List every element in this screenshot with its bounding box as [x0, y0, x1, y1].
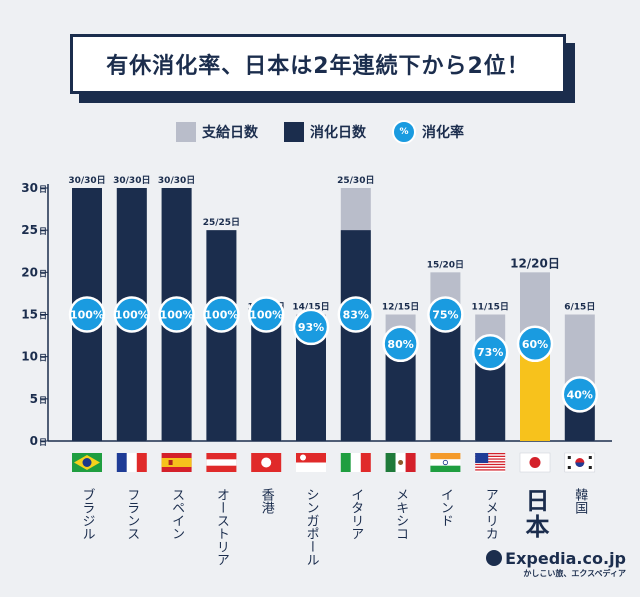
- rate-label: 100%: [160, 309, 194, 322]
- legend-rate: % 消化率: [392, 120, 464, 144]
- rate-label: 93%: [298, 321, 324, 334]
- y-tick-unit: 日: [39, 227, 47, 236]
- y-tick-unit: 日: [39, 269, 47, 278]
- legend: 支給日数 消化日数 % 消化率: [0, 120, 640, 144]
- legend-used-label: 消化日数: [310, 125, 366, 141]
- japan-flag-icon: [519, 452, 551, 473]
- legend-rate-label: 消化率: [422, 125, 464, 141]
- used-bar: [430, 314, 461, 441]
- rate-circle: [427, 296, 464, 333]
- y-tick-label: 5: [30, 392, 38, 406]
- bar-top-label: 12/20日: [510, 256, 560, 270]
- rate-label: 40%: [567, 388, 593, 401]
- bar-top-label: 11/15日: [472, 302, 509, 313]
- country-label: 香港: [259, 488, 275, 514]
- country-label: シンガポール: [304, 488, 319, 566]
- legend-rate-icon: %: [392, 120, 416, 144]
- rate-label: 100%: [249, 309, 283, 322]
- brand: Expedia.co.jp かしこい旅、エクスペディア: [486, 549, 626, 579]
- spain-flag-icon: [161, 453, 192, 472]
- y-tick-label: 10: [21, 350, 38, 364]
- y-tick-label: 25: [21, 223, 38, 237]
- brand-name: Expedia.co.jp: [486, 549, 626, 568]
- brand-tagline: かしこい旅、エクスペディア: [523, 569, 626, 578]
- hongkong-flag-icon: [251, 453, 282, 472]
- rate-circle: [471, 333, 509, 371]
- legend-granted-swatch: [176, 122, 196, 142]
- country-label: インド: [438, 488, 453, 527]
- chart-title: 有休消化率、日本は2年連続下から2位！: [106, 54, 530, 79]
- legend-used-swatch: [284, 122, 304, 142]
- country-label: フランス: [124, 488, 139, 540]
- bar-top-label: 15/20日: [427, 259, 464, 270]
- title-box: 有休消化率、日本は2年連続下から2位！: [70, 34, 575, 103]
- bar-top-label: 6/15日: [564, 302, 595, 313]
- y-tick-label: 20: [21, 265, 38, 279]
- usa-flag-icon: [475, 453, 506, 472]
- france-flag-icon: [116, 453, 147, 472]
- country-label: メキシコ: [393, 488, 408, 540]
- rate-circle: [561, 376, 599, 413]
- rate-label: 100%: [70, 309, 104, 322]
- used-bar: [251, 314, 282, 441]
- country-label: 日本: [521, 488, 549, 540]
- legend-granted: 支給日数: [176, 122, 258, 142]
- country-label: イタリア: [348, 488, 363, 540]
- y-tick-label: 30: [21, 181, 38, 195]
- mexico-flag-icon: [385, 453, 416, 472]
- india-flag-icon: [430, 453, 461, 472]
- rate-circle: [382, 325, 419, 363]
- y-tick-unit: 日: [39, 312, 47, 321]
- y-tick-label: 15: [21, 308, 38, 322]
- country-label: オーストリア: [214, 488, 229, 566]
- italy-flag-icon: [340, 453, 371, 472]
- rate-circle: [337, 296, 375, 333]
- bar-top-label: 30/30日: [68, 175, 105, 186]
- bar-top-label: 14/15日: [292, 302, 329, 313]
- country-label: ブラジル: [80, 487, 95, 540]
- rate-label: 73%: [477, 346, 503, 359]
- used-bar: [206, 230, 237, 441]
- brand-name-text: Expedia.co.jp: [505, 549, 626, 568]
- expedia-logo-icon: [486, 550, 503, 566]
- country-label: アメリカ: [483, 488, 498, 540]
- bar-top-label: 30/30日: [113, 175, 150, 186]
- austria-flag-icon: [206, 453, 237, 472]
- bar-top-label: 25/25日: [203, 217, 240, 228]
- y-tick-unit: 日: [39, 185, 47, 194]
- rate-circle: [203, 296, 240, 333]
- rate-circle: [292, 308, 330, 346]
- bar-top-label: 30/30日: [158, 175, 195, 186]
- y-tick-unit: 日: [39, 438, 47, 447]
- country-label: 韓国: [572, 488, 588, 514]
- rate-label: 75%: [432, 309, 458, 322]
- legend-granted-label: 支給日数: [202, 125, 258, 141]
- used-bar: [340, 230, 371, 441]
- bar-top-label: 12/15日: [382, 302, 419, 313]
- rate-label: 83%: [343, 309, 369, 322]
- y-tick-unit: 日: [39, 396, 47, 405]
- y-tick-unit: 日: [39, 354, 47, 363]
- rate-label: 80%: [387, 338, 413, 351]
- legend-used: 消化日数: [284, 122, 366, 142]
- singapore-flag-icon: [296, 453, 326, 472]
- rate-circle: [516, 325, 554, 363]
- bar-top-label: 25/30日: [337, 175, 374, 186]
- korea-flag-icon: [564, 452, 596, 473]
- y-tick-label: 0: [30, 434, 38, 448]
- brazil-flag-icon: [72, 453, 102, 472]
- rate-circle: [68, 296, 106, 333]
- rate-circle: [113, 296, 151, 333]
- rate-circle: [158, 296, 195, 333]
- rate-label: 100%: [115, 309, 149, 322]
- rate-label: 60%: [522, 338, 548, 351]
- rate-label: 100%: [204, 309, 238, 322]
- rate-circle: [247, 296, 285, 333]
- country-label: スペイン: [169, 488, 185, 540]
